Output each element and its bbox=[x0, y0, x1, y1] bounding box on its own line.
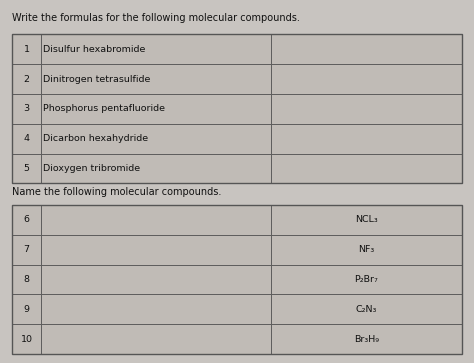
Bar bbox=[271, 205, 462, 235]
Bar bbox=[12, 124, 41, 154]
Text: C₂N₃: C₂N₃ bbox=[356, 305, 377, 314]
Text: 8: 8 bbox=[24, 275, 29, 284]
Bar bbox=[41, 324, 271, 354]
Text: 9: 9 bbox=[24, 305, 29, 314]
Text: Dicarbon hexahydride: Dicarbon hexahydride bbox=[44, 134, 149, 143]
Bar bbox=[271, 235, 462, 265]
Text: Dioxygen tribromide: Dioxygen tribromide bbox=[44, 164, 141, 173]
Bar bbox=[41, 94, 271, 124]
Text: Name the following molecular compounds.: Name the following molecular compounds. bbox=[12, 187, 221, 197]
Bar bbox=[12, 64, 41, 94]
Bar bbox=[12, 324, 41, 354]
Bar bbox=[271, 34, 462, 64]
Text: Br₃H₉: Br₃H₉ bbox=[354, 335, 379, 343]
Text: 10: 10 bbox=[20, 335, 33, 343]
Bar bbox=[271, 265, 462, 294]
Text: 2: 2 bbox=[24, 75, 29, 83]
Text: 4: 4 bbox=[24, 134, 29, 143]
Text: Write the formulas for the following molecular compounds.: Write the formulas for the following mol… bbox=[12, 13, 300, 23]
Text: 6: 6 bbox=[24, 216, 29, 224]
Text: Disulfur hexabromide: Disulfur hexabromide bbox=[44, 45, 146, 54]
Text: P₂Br₇: P₂Br₇ bbox=[355, 275, 378, 284]
Bar bbox=[12, 205, 462, 354]
Bar bbox=[41, 265, 271, 294]
Bar bbox=[41, 124, 271, 154]
Bar bbox=[12, 154, 41, 183]
Bar bbox=[12, 205, 41, 235]
Text: NF₃: NF₃ bbox=[358, 245, 374, 254]
Bar bbox=[12, 34, 41, 64]
Bar bbox=[271, 294, 462, 324]
Bar bbox=[41, 205, 271, 235]
Text: NCL₃: NCL₃ bbox=[355, 216, 378, 224]
Text: Phosphorus pentafluoride: Phosphorus pentafluoride bbox=[44, 105, 165, 113]
Bar bbox=[271, 154, 462, 183]
Bar bbox=[271, 94, 462, 124]
Bar bbox=[41, 235, 271, 265]
Bar bbox=[271, 124, 462, 154]
Bar bbox=[41, 154, 271, 183]
Bar bbox=[12, 294, 41, 324]
Text: Dinitrogen tetrasulfide: Dinitrogen tetrasulfide bbox=[44, 75, 151, 83]
Bar bbox=[271, 324, 462, 354]
Bar bbox=[12, 94, 41, 124]
Bar bbox=[41, 294, 271, 324]
Bar bbox=[12, 265, 41, 294]
Bar bbox=[41, 64, 271, 94]
Bar bbox=[271, 64, 462, 94]
Bar bbox=[12, 235, 41, 265]
Text: 3: 3 bbox=[23, 105, 29, 113]
Bar bbox=[12, 34, 462, 183]
Text: 1: 1 bbox=[24, 45, 29, 54]
Text: 7: 7 bbox=[24, 245, 29, 254]
Bar bbox=[41, 34, 271, 64]
Text: 5: 5 bbox=[24, 164, 29, 173]
